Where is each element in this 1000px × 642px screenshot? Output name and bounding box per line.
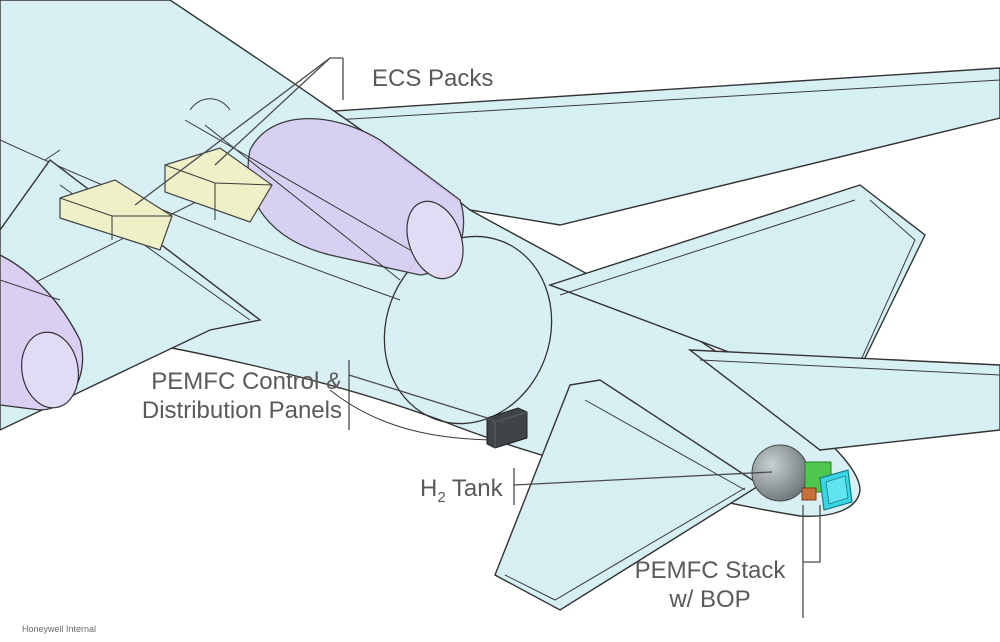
right-engine-nacelle — [184, 98, 465, 281]
left-engine-nacelle — [0, 149, 84, 411]
ecs-pack-1 — [164, 147, 273, 223]
ecs-pack-2 — [59, 179, 173, 251]
h2-tank-label-subscript: 2 — [437, 488, 446, 506]
pemfc-control-label-line2: Distribution Panels — [141, 397, 342, 424]
h2-tank-label-h: H — [420, 475, 438, 502]
h2-tank-label-rest: Tank — [445, 475, 503, 502]
pemfc-stack — [801, 461, 853, 511]
vertical-tail-fin — [687, 349, 1000, 451]
pemfc-stack-label-line2: w/ BOP — [669, 586, 751, 613]
pemfc-control-label-line1: PEMFC Control & — [151, 368, 342, 395]
leader-lines — [134, 57, 821, 618]
footer-classification: Honeywell Internal — [22, 624, 97, 634]
pemfc-stack-label-line1: PEMFC Stack — [634, 557, 786, 584]
pemfc-control-panel — [486, 407, 528, 449]
h2-tank-label: H2 Tank — [420, 474, 503, 513]
ecs-packs-label: ECS Packs — [372, 65, 494, 92]
